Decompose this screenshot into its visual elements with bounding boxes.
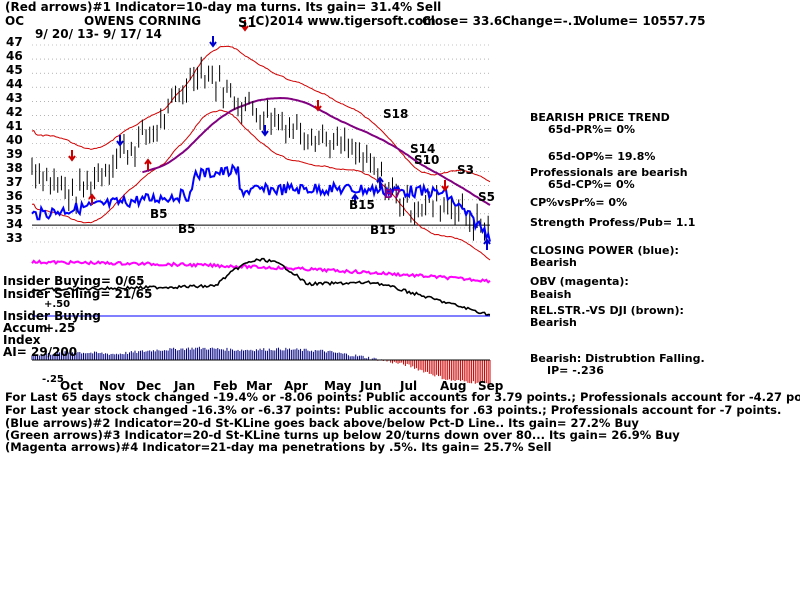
x-tick: Jun <box>360 379 382 393</box>
y-tick: 40 <box>6 133 23 147</box>
signal-arrow <box>68 150 76 162</box>
y-tick: 33 <box>6 231 23 245</box>
accum-label: Accum <box>3 321 48 335</box>
signal-arrow <box>314 100 322 112</box>
x-tick: Jan <box>174 379 196 393</box>
change-value: Change=-.1 <box>502 14 581 28</box>
closing-power-line <box>31 163 491 242</box>
y-tick: 34 <box>6 217 23 231</box>
closing-power-label: CLOSING POWER (blue): <box>530 244 679 257</box>
cpvspr-label: CP%vsPr%= 0% <box>530 196 628 209</box>
lower-band-line <box>31 109 491 261</box>
op-label: 65d-OP%= 19.8% <box>548 150 656 163</box>
closing-power-status: Bearish <box>530 256 577 269</box>
signal-b7: B7 <box>384 187 402 201</box>
y-tick: 45 <box>6 63 23 77</box>
y-tick: 36 <box>6 189 23 203</box>
obv-line <box>31 259 491 284</box>
y-tick: 39 <box>6 147 23 161</box>
footer-line: For Last 65 days stock changed -19.4% or… <box>5 390 800 404</box>
minus-25-label: -.25 <box>42 374 64 385</box>
ip-label: IP= -.236 <box>547 364 604 377</box>
relstr-label: REL.STR.-VS DJI (brown): <box>530 304 684 317</box>
x-tick: Nov <box>99 379 126 393</box>
signal-s18: S18 <box>383 107 409 121</box>
volume-value: Volume= 10557.75 <box>578 14 706 28</box>
signal-arrow <box>351 193 359 205</box>
x-tick: Oct <box>60 379 84 393</box>
x-tick: Aug <box>440 379 467 393</box>
y-tick: 47 <box>6 35 23 49</box>
x-tick: May <box>324 379 352 393</box>
copyright: (C)2014 www.tigersoft.com <box>250 14 436 28</box>
distribution-label: Bearish: Distrubtion Falling. <box>530 352 705 365</box>
x-tick: Feb <box>213 379 238 393</box>
y-tick: 37 <box>6 175 23 189</box>
ai-label: AI= 29/200 <box>3 345 78 359</box>
signal-b5-b: B5 <box>178 222 196 236</box>
upper-band-line <box>31 45 491 183</box>
signal-arrow <box>483 238 491 250</box>
y-tick: 42 <box>6 105 23 119</box>
relstr-line <box>31 257 491 317</box>
signal-s5: S5 <box>478 190 495 204</box>
close-value: Close= 33.6 <box>422 14 503 28</box>
indicator1-line: (Red arrows)#1 Indicator=10-day ma turns… <box>5 0 442 14</box>
obv-label: OBV (magenta): <box>530 275 629 288</box>
strength-label: Strength Profess/Pub= 1.1 <box>530 216 696 229</box>
signal-b15-a: B15 <box>349 198 375 212</box>
footer-line: (Blue arrows)#2 Indicator=20-d St-KLine … <box>5 416 639 430</box>
y-tick: 38 <box>6 161 23 175</box>
footer-line: (Magenta arrows)#4 Indicator=21-day ma p… <box>5 440 552 454</box>
y-tick: 41 <box>6 119 23 133</box>
index-label: Index <box>3 333 41 347</box>
signal-s14: S14 <box>410 142 436 156</box>
y-tick: 46 <box>6 49 23 63</box>
relstr-status: Bearish <box>530 316 577 329</box>
insider-buying: Insider Buying= 0/65 <box>3 274 145 288</box>
insider-selling: Insider Selling= 21/65 <box>3 287 153 301</box>
cp-label: 65d-CP%= 0% <box>548 178 635 191</box>
signal-b15-b: B15 <box>370 223 396 237</box>
symbol: OC <box>5 14 25 28</box>
footer-line: (Green arrows)#3 Indicator=20-d St-KLine… <box>5 428 680 442</box>
insider-buying-2: Insider Buying <box>3 309 101 323</box>
signal-arrow <box>241 20 249 32</box>
date-range: 9/ 20/ 13- 9/ 17/ 14 <box>35 27 162 41</box>
professionals-label: Professionals are bearish <box>530 166 688 179</box>
x-tick: Apr <box>284 379 308 393</box>
plus-25-label: +.25 <box>44 321 76 335</box>
signal-s10: S10 <box>414 153 440 167</box>
trend-label: BEARISH PRICE TREND <box>530 111 670 124</box>
y-tick: 35 <box>6 203 23 217</box>
signal-arrow <box>376 176 384 188</box>
signal-s1: S1 <box>238 16 257 31</box>
signal-arrow <box>116 135 124 147</box>
x-tick: Jul <box>400 379 418 393</box>
signal-arrow <box>441 180 449 192</box>
obv-status: Beaish <box>530 288 572 301</box>
pr-label: 65d-PR%= 0% <box>548 123 636 136</box>
x-tick: Sep <box>478 379 504 393</box>
x-tick: Mar <box>246 379 272 393</box>
footer-line: For Last year stock changed -16.3% or -6… <box>5 403 782 417</box>
y-tick: 44 <box>6 77 23 91</box>
signal-b5-a: B5 <box>150 207 168 221</box>
x-tick: Dec <box>136 379 162 393</box>
company-name: OWENS CORNING <box>84 14 202 28</box>
y-tick: 43 <box>6 91 23 105</box>
signal-arrow <box>261 125 269 137</box>
signal-arrow <box>88 193 96 205</box>
signal-arrow <box>144 158 152 170</box>
signal-s3: S3 <box>457 163 474 177</box>
signal-arrow <box>209 36 217 48</box>
plus-50-label: +.50 <box>44 299 71 310</box>
